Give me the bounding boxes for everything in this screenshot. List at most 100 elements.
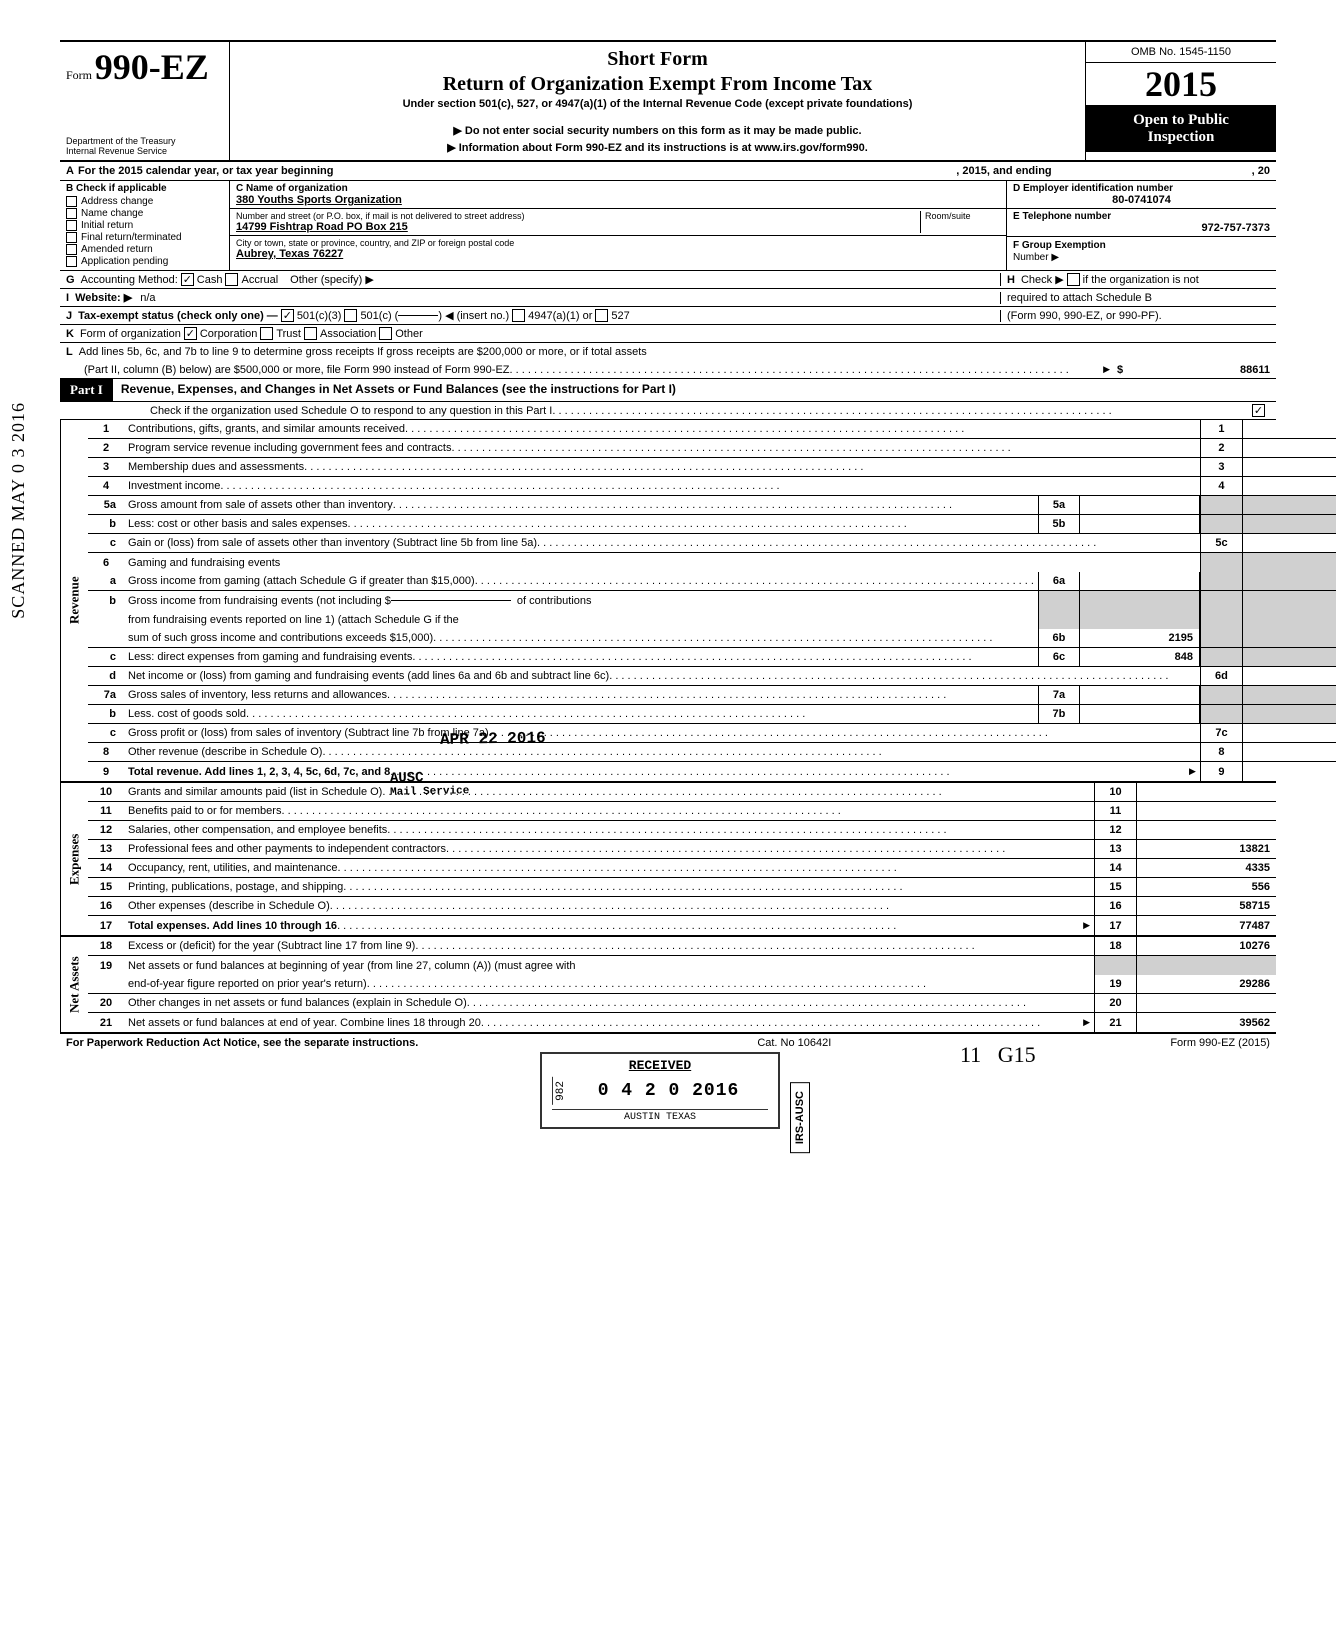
chk-association[interactable]	[304, 327, 317, 340]
chk-trust[interactable]	[260, 327, 273, 340]
l-text2: (Part II, column (B) below) are $500,000…	[84, 364, 510, 376]
line-19-amt: 29286	[1136, 975, 1276, 993]
line-16: 16Other expenses (describe in Schedule O…	[88, 897, 1276, 916]
chk-other-org[interactable]	[379, 327, 392, 340]
line-6-endamt	[1242, 553, 1336, 572]
chk-4947[interactable]	[512, 309, 525, 322]
line-6d-amt: 1347	[1242, 667, 1336, 685]
chk-initial-return[interactable]: Initial return	[66, 220, 223, 231]
line-7c-amt	[1242, 724, 1336, 742]
line-3-amt	[1242, 458, 1336, 476]
line-12-box: 12	[1094, 821, 1136, 839]
group-exemption-label: F Group Exemption	[1013, 240, 1106, 251]
ein-label: D Employer identification number	[1013, 183, 1270, 194]
expenses-section: Expenses 10Grants and similar amounts pa…	[60, 783, 1276, 937]
chk-address-change[interactable]: Address change	[66, 196, 223, 207]
line-6c-desc: Less: direct expenses from gaming and fu…	[128, 651, 412, 663]
chk-amended-return[interactable]: Amended return	[66, 244, 223, 255]
j-label: J	[66, 310, 72, 322]
line-19-1: 19Net assets or fund balances at beginni…	[88, 956, 1276, 975]
part-1-title: Revenue, Expenses, and Changes in Net As…	[121, 382, 676, 396]
check-col-b: B Check if applicable Address change Nam…	[60, 181, 230, 270]
line-8-amt	[1242, 743, 1336, 761]
line-14-amt: 4335	[1136, 859, 1276, 877]
line-11-amt	[1136, 802, 1276, 820]
chk-501c[interactable]	[344, 309, 357, 322]
line-l-2: (Part II, column (B) below) are $500,000…	[60, 361, 1276, 379]
line-20-box: 20	[1094, 994, 1136, 1012]
received-stamp: RECEIVED 982 0 4 2 0 2016 AUSTIN TEXAS	[540, 1052, 780, 1129]
chk-label: Name change	[81, 208, 143, 219]
line-19-2: end-of-year figure reported on prior yea…	[88, 975, 1276, 994]
hand-1: 11	[960, 1042, 981, 1067]
right-info-col: D Employer identification number 80-0741…	[1006, 181, 1276, 270]
line-11-box: 11	[1094, 802, 1136, 820]
line-12-amt	[1136, 821, 1276, 839]
cat-number: Cat. No 10642I	[757, 1037, 831, 1049]
chk-application-pending[interactable]: Application pending	[66, 256, 223, 267]
irs-ausc-box: IRS-AUSC	[790, 1082, 810, 1153]
block-b-header: B Check if applicable	[66, 183, 223, 194]
line-6c: c Less: direct expenses from gaming and …	[88, 648, 1336, 667]
org-name: 380 Youths Sports Organization	[236, 194, 1000, 206]
line-21-box: 21	[1094, 1013, 1136, 1032]
line-6d-desc: Net income or (loss) from gaming and fun…	[128, 670, 609, 682]
part-1-header: Part I Revenue, Expenses, and Changes in…	[60, 379, 1276, 402]
corp-label: Corporation	[200, 328, 257, 340]
line-6b-2: from fundraising events reported on line…	[88, 610, 1336, 629]
line-14-desc: Occupancy, rent, utilities, and maintena…	[128, 862, 338, 874]
line-3-box: 3	[1200, 458, 1242, 476]
street-label: Number and street (or P.O. box, if mail …	[236, 211, 920, 221]
chk-527[interactable]	[595, 309, 608, 322]
chk-label: Initial return	[81, 220, 133, 231]
line-5c-box: 5c	[1200, 534, 1242, 552]
line-10-box: 10	[1094, 783, 1136, 801]
handwriting: 11 G15	[960, 1042, 1036, 1068]
i-text: Website: ▶	[75, 291, 132, 304]
line-9-desc: Total revenue. Add lines 1, 2, 3, 4, 5c,…	[128, 766, 390, 778]
line-7b-mbox: 7b	[1038, 705, 1080, 723]
chk-schedule-b[interactable]	[1067, 273, 1080, 286]
line-6a: a Gross income from gaming (attach Sched…	[88, 572, 1336, 591]
date-stamp-overlay: APR 22 2016	[440, 729, 546, 749]
line-7a: 7a Gross sales of inventory, less return…	[88, 686, 1336, 705]
chk-name-change[interactable]: Name change	[66, 208, 223, 219]
row-a-text1: For the 2015 calendar year, or tax year …	[78, 165, 334, 177]
line-4: 4 Investment income 4 12	[88, 477, 1336, 496]
line-5b-mbox: 5b	[1038, 515, 1080, 533]
line-6c-mamt: 848	[1080, 648, 1200, 666]
city-state-zip: Aubrey, Texas 76227	[236, 248, 1000, 260]
line-6b-desc2: of contributions	[517, 595, 592, 607]
line-k: K Form of organization ✓ Corporation Tru…	[60, 325, 1276, 343]
line-4-desc: Investment income	[128, 480, 220, 492]
open-public-2: Inspection	[1090, 129, 1272, 146]
chk-accrual[interactable]	[225, 273, 238, 286]
line-7a-mamt	[1080, 686, 1200, 704]
chk-final-return[interactable]: Final return/terminated	[66, 232, 223, 243]
chk-cash[interactable]: ✓	[181, 273, 194, 286]
line-15-desc: Printing, publications, postage, and shi…	[128, 881, 343, 893]
website-value: n/a	[140, 292, 155, 304]
line-6b-3: sum of such gross income and contributio…	[88, 629, 1336, 648]
line-5b-endbox	[1200, 515, 1242, 533]
line-16-amt: 58715	[1136, 897, 1276, 915]
title-cell: Short Form Return of Organization Exempt…	[230, 42, 1086, 160]
ausc-stamp-overlay: AUSC Mail Service	[390, 769, 470, 798]
stamp-side-num: 982	[552, 1077, 569, 1105]
chk-501c3[interactable]: ✓	[281, 309, 294, 322]
line-6a-endamt	[1242, 572, 1336, 590]
line-g-h: G Accounting Method: ✓ Cash Accrual Othe…	[60, 271, 1276, 289]
open-public-1: Open to Public	[1090, 112, 1272, 129]
line-2-amt: 70404	[1242, 439, 1336, 457]
mail-service-text: Mail Service	[390, 785, 469, 798]
line-11-desc: Benefits paid to or for members	[128, 805, 281, 817]
line-18-desc: Excess or (deficit) for the year (Subtra…	[128, 940, 415, 952]
assoc-label: Association	[320, 328, 376, 340]
line-6d: d Net income or (loss) from gaming and f…	[88, 667, 1336, 686]
line-11: 11Benefits paid to or for members 11	[88, 802, 1276, 821]
chk-schedule-o[interactable]: ✓	[1252, 404, 1265, 417]
year-prefix: 20	[1145, 64, 1181, 104]
l-text1: Add lines 5b, 6c, and 7b to line 9 to de…	[79, 346, 647, 358]
h-text1: Check ▶	[1021, 273, 1064, 286]
chk-corporation[interactable]: ✓	[184, 327, 197, 340]
